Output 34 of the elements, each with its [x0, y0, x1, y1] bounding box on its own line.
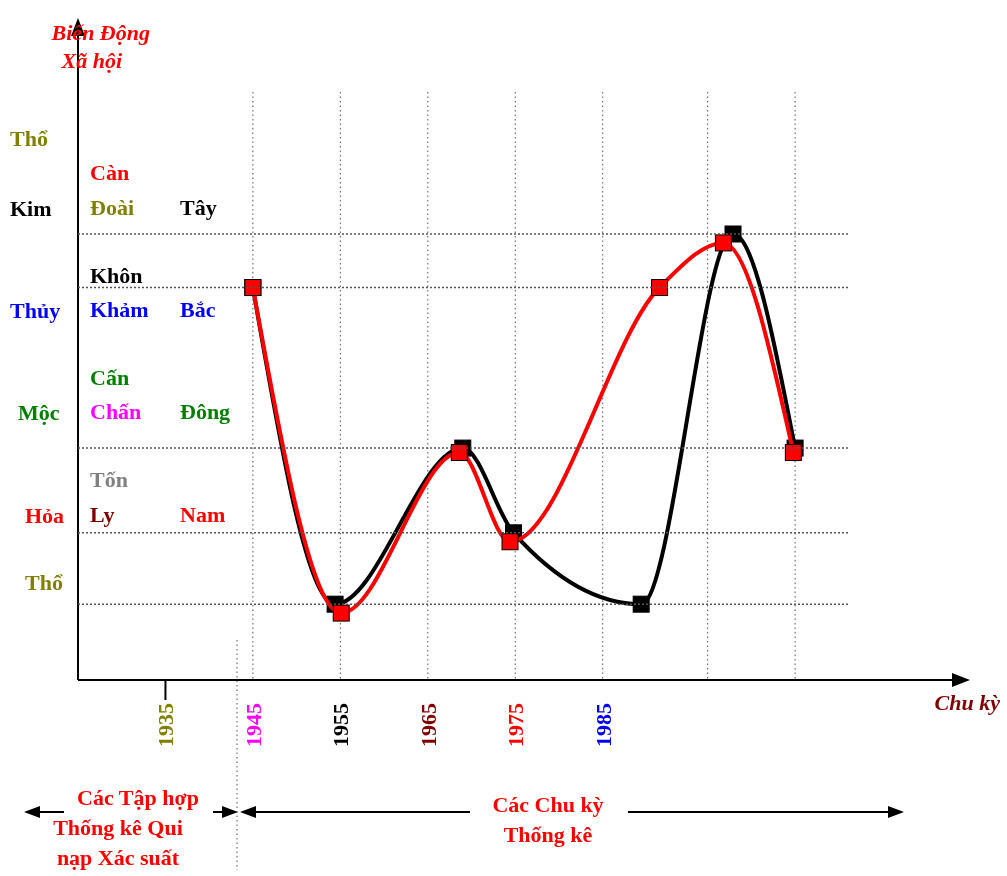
- x-tick-label: 1955: [328, 703, 354, 747]
- point: [501, 533, 519, 551]
- point: [651, 279, 669, 297]
- annotation: Bắc: [180, 297, 216, 322]
- x-axis-title: Chu kỳ: [934, 690, 1001, 715]
- annotation: Ly: [90, 502, 115, 527]
- text: Đoài: [90, 195, 134, 220]
- text: Các Tập hợp Thống kê Qui nạp Xác suất: [53, 785, 199, 870]
- text: Các Chu kỳ Thống kê: [492, 792, 604, 847]
- x-tick-label: 1965: [415, 703, 441, 747]
- annotation: Khôn: [90, 263, 143, 288]
- x-tick-label: 1945: [240, 703, 266, 747]
- x-tick-label: 1975: [503, 703, 529, 747]
- point: [450, 444, 468, 462]
- point: [632, 595, 650, 613]
- annotation: Tốn: [90, 467, 128, 492]
- text: Hỏa: [25, 503, 65, 528]
- annotation: Chấn: [90, 399, 142, 424]
- text: Kim: [10, 196, 52, 221]
- text: Thổ: [25, 570, 63, 595]
- annotation: Đông: [180, 399, 231, 424]
- point: [784, 444, 802, 462]
- text: Thủy: [10, 298, 61, 323]
- text: Mộc: [18, 400, 60, 425]
- text: Càn: [90, 160, 130, 185]
- annotation: Khảm: [90, 297, 149, 322]
- text: Tây: [180, 195, 217, 220]
- point: [714, 234, 732, 252]
- annotation: Cấn: [90, 365, 130, 390]
- x-tick-label: 1935: [153, 703, 179, 747]
- x-tick-label: 1985: [590, 703, 616, 747]
- text: Thổ: [10, 126, 48, 151]
- point: [332, 604, 350, 622]
- annotation: Nam: [180, 502, 226, 527]
